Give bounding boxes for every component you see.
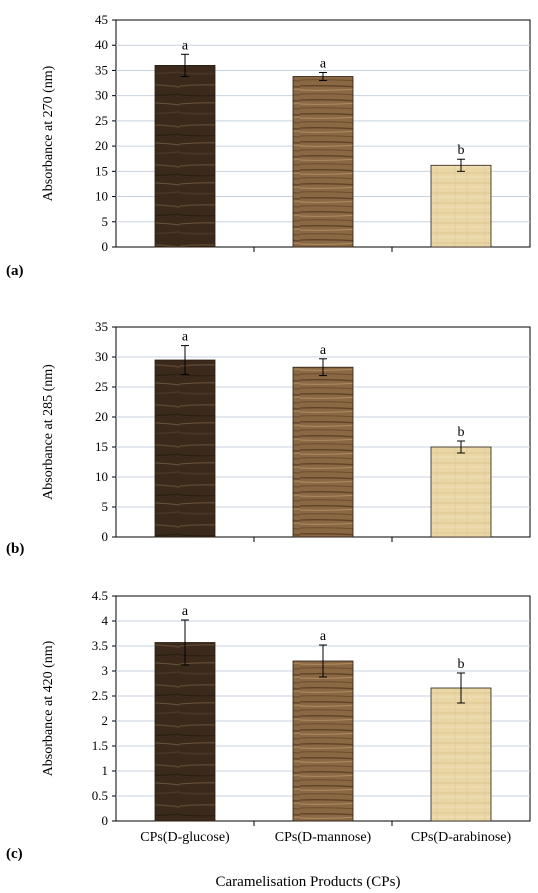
significance-label: a	[182, 330, 189, 345]
y-tick-label: 40	[95, 37, 108, 52]
y-tick-label: 20	[95, 409, 108, 424]
y-axis-label: Absorbance at 420 (nm)	[41, 640, 56, 776]
significance-label: a	[320, 629, 327, 644]
y-tick-label: 15	[95, 163, 108, 178]
panel-label: (c)	[6, 846, 23, 862]
y-tick-label: 35	[95, 319, 108, 334]
y-tick-label: 2	[102, 713, 109, 728]
y-tick-label: 4	[102, 613, 109, 628]
significance-label: b	[458, 657, 465, 672]
significance-label: a	[182, 604, 189, 619]
y-tick-label: 0	[102, 239, 109, 254]
significance-label: a	[320, 343, 327, 358]
y-tick-label: 0	[102, 813, 109, 828]
y-tick-label: 45	[95, 12, 108, 27]
x-tick-label: CPs(D-arabinose)	[411, 830, 512, 845]
bar	[154, 359, 216, 538]
y-tick-label: 3	[102, 663, 109, 678]
y-tick-label: 15	[95, 439, 108, 454]
significance-label: a	[320, 56, 327, 71]
y-tick-label: 25	[95, 379, 108, 394]
y-tick-label: 1	[102, 763, 109, 778]
bar	[154, 65, 216, 248]
panel-label: (b)	[6, 541, 24, 557]
y-tick-label: 0	[102, 529, 109, 544]
y-tick-label: 4.5	[92, 588, 108, 603]
bar	[430, 164, 492, 248]
y-tick-label: 0.5	[92, 788, 108, 803]
bar	[292, 366, 354, 538]
bar	[430, 446, 492, 538]
y-tick-label: 5	[102, 499, 109, 514]
y-tick-label: 2.5	[92, 688, 108, 703]
bar	[430, 687, 492, 822]
bar	[154, 642, 216, 822]
panel-a-chart: 0 5 10 15 20 25 30 35 40 45 Absorbance at 270 (nm)…	[6, 12, 531, 279]
bar	[292, 660, 354, 822]
y-tick-label: 1.5	[92, 738, 108, 753]
panel-b-chart: 0 5 10 15 20 25 30 35 Absorbance at 285 (nm) a a b (…	[6, 319, 531, 557]
y-tick-label: 20	[95, 138, 108, 153]
y-axis-label: Absorbance at 285 (nm)	[41, 364, 56, 500]
y-tick-label: 10	[95, 469, 108, 484]
significance-label: b	[458, 143, 465, 158]
panel-c-chart: 0 0.5 1 1.5 2 2.5 3 3.5 4 4.5 Absorbance at 420 (n…	[6, 588, 531, 862]
y-tick-label: 30	[95, 88, 108, 103]
significance-label: a	[182, 38, 189, 53]
y-tick-label: 5	[102, 214, 109, 229]
significance-label: b	[458, 425, 465, 440]
y-tick-label: 3.5	[92, 638, 108, 653]
bar	[292, 76, 354, 248]
x-tick-label: CPs(D-glucose)	[140, 830, 230, 845]
y-tick-label: 10	[95, 189, 108, 204]
y-tick-label: 35	[95, 62, 108, 77]
panel-label: (a)	[6, 263, 24, 279]
y-tick-label: 25	[95, 113, 108, 128]
x-tick-label: CPs(D-mannose)	[275, 830, 372, 845]
y-axis-label: Absorbance at 270 (nm)	[41, 65, 56, 201]
y-tick-label: 30	[95, 349, 108, 364]
x-axis-title: Caramelisation Products (CPs)	[216, 874, 401, 890]
